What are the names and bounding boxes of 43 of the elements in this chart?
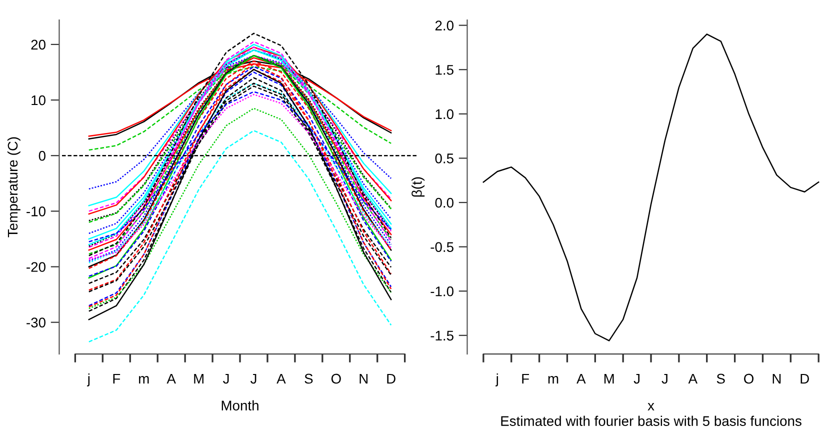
x-tick-label: S <box>716 374 725 384</box>
y-tick-label: -30 <box>26 318 46 328</box>
x-tick-label: D <box>800 374 809 384</box>
x-axis-title: Month <box>222 400 258 410</box>
y-tick-label: 0.0 <box>435 198 454 208</box>
x-axis-title: x <box>648 403 654 410</box>
y-tick-label: 0.5 <box>435 154 454 164</box>
x-tick-label: m <box>548 376 558 384</box>
y-tick-label: 2.0 <box>435 20 454 30</box>
x-tick-label: A <box>166 374 176 384</box>
y-tick-label: -1.5 <box>430 330 454 341</box>
x-tick-label: F <box>113 374 120 384</box>
y-axis-title: β(t) <box>412 177 425 197</box>
y-tick-label: 20 <box>31 40 46 50</box>
x-tick-label: A <box>576 374 586 384</box>
x-tick-label: J <box>223 374 229 384</box>
x-tick-label: F <box>522 374 529 384</box>
x-tick-label: J <box>250 374 256 384</box>
x-tick-label: N <box>772 374 781 384</box>
y-tick-label: -0.5 <box>430 242 454 252</box>
x-tick-label: M <box>604 374 614 384</box>
text: Estimated with fourier basis with 5 basis funcions <box>501 416 802 426</box>
x-tick-label: J <box>634 374 640 384</box>
y-tick-label: -1.0 <box>430 286 454 296</box>
y-tick-label: 0 <box>38 150 46 161</box>
x-tick-label: O <box>744 374 754 384</box>
y-tick-label: 1.5 <box>436 65 454 75</box>
x-tick-label: A <box>688 374 698 384</box>
x-tick-label: m <box>138 376 149 384</box>
x-tick-label: j <box>495 373 498 386</box>
y-axis-title: Temperature (C) <box>7 137 20 238</box>
x-tick-label: S <box>304 374 313 384</box>
x-tick-label: N <box>360 374 368 384</box>
y-tick-label: 10 <box>32 95 46 106</box>
x-tick-label: M <box>194 374 204 384</box>
y-tick-label: -20 <box>26 262 46 272</box>
x-tick-label: O <box>331 374 341 384</box>
y-tick-label: 1.0 <box>436 109 454 120</box>
x-tick-label: j <box>87 373 90 386</box>
y-tick-label: -10 <box>26 206 46 216</box>
x-tick-label: J <box>662 374 668 384</box>
x-tick-label: D <box>387 374 396 384</box>
x-tick-label: A <box>276 374 286 384</box>
